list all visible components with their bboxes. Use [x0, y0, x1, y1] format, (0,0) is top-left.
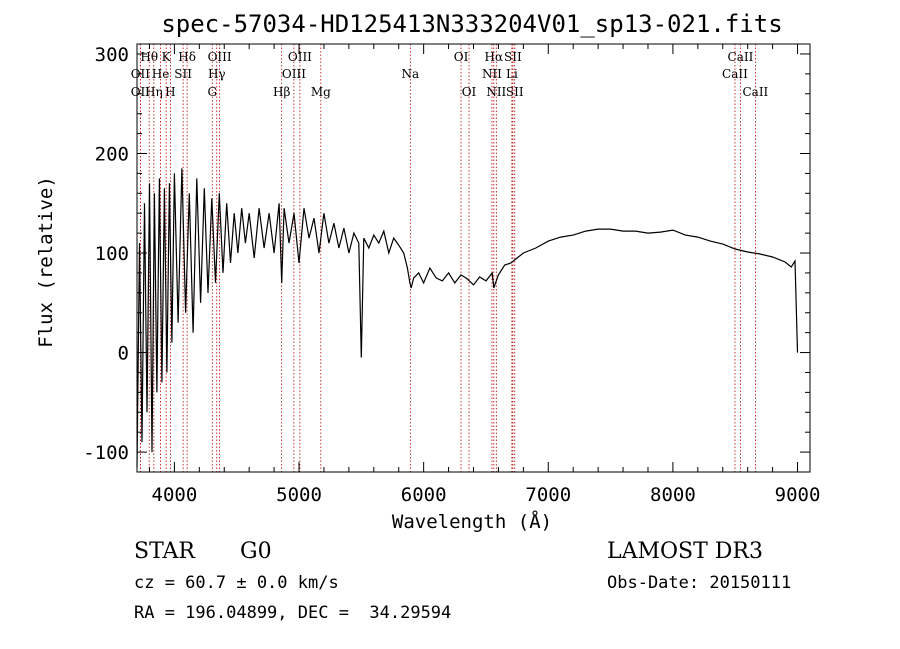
spectral-line-label: OIII [282, 67, 306, 81]
ra-dec: RA = 196.04899, DEC = 34.29594 [134, 603, 452, 623]
spectral-line-label: Hθ [140, 50, 158, 64]
spectral-line-label: OIII [208, 50, 232, 64]
spectral-line-label: CaII [728, 50, 754, 64]
spectral-line-label: CaII [722, 67, 748, 81]
spectral-line-label: G [207, 85, 217, 99]
spectral-line-label: H [165, 85, 175, 99]
spectral-line-label: He [152, 67, 170, 81]
x-tick-label: 6000 [401, 484, 447, 506]
axis-ticks: 4000 5000 6000 7000 8000 9000 -100 0 100 200 300 [83, 44, 820, 506]
chart-title: spec-57034-HD125413N333204V01_sp13-021.f… [161, 10, 782, 38]
spectral-line-label: Na [401, 67, 419, 81]
spectral-line-label: SII [174, 67, 192, 81]
spectral-line-label: CaII [742, 85, 768, 99]
spectral-line-label: Li [506, 67, 518, 81]
x-tick-label: 4000 [152, 484, 198, 506]
spectral-line-label: NII [486, 85, 506, 99]
spectral-lines-layer [139, 44, 756, 472]
obs-date: Obs-Date: 20150111 [607, 573, 792, 593]
x-tick-label: 5000 [276, 484, 322, 506]
spectral-line-label: K [162, 50, 172, 64]
spectral-line-label: Hβ [273, 85, 290, 99]
spectral-line-label: Hδ [178, 50, 196, 64]
y-tick-label: -100 [83, 442, 129, 464]
spectral-line-label: OI [462, 85, 477, 99]
plot-frame [136, 43, 811, 473]
x-tick-label: 7000 [525, 484, 571, 506]
spectral-line-label: OI [454, 50, 469, 64]
survey-name: LAMOST DR3 [607, 539, 763, 564]
x-tick-label: 8000 [650, 484, 696, 506]
spectral-line-label: OIII [288, 50, 312, 64]
y-tick-label: 100 [95, 243, 129, 265]
x-tick-label: 9000 [775, 484, 821, 506]
redshift-cz: cz = 60.7 ± 0.0 km/s [134, 573, 339, 593]
spectral-line-label: SII [504, 50, 522, 64]
y-tick-label: 200 [95, 143, 129, 165]
spectral-line-label: Hη [145, 85, 163, 99]
spectral-line-label: SII [506, 85, 524, 99]
y-tick-label: 300 [95, 44, 129, 66]
object-subclass: G0 [240, 539, 272, 564]
y-axis-label: Flux (relative) [35, 176, 57, 348]
x-axis-label: Wavelength (Å) [392, 510, 552, 533]
spectral-line-label: Hα [485, 50, 504, 64]
spectral-line-label: NII [482, 67, 502, 81]
spectral-line-label: OII [131, 85, 151, 99]
spectral-line-label: Hγ [208, 67, 226, 81]
object-type: STAR [134, 539, 195, 564]
y-tick-label: 0 [118, 343, 129, 365]
spectrum-line [136, 168, 799, 468]
spectral-line-label: Mg [311, 85, 331, 99]
